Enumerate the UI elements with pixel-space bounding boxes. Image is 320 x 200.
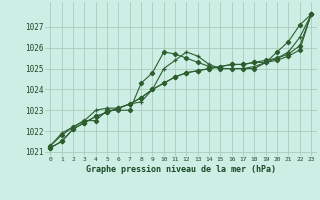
X-axis label: Graphe pression niveau de la mer (hPa): Graphe pression niveau de la mer (hPa) xyxy=(86,165,276,174)
